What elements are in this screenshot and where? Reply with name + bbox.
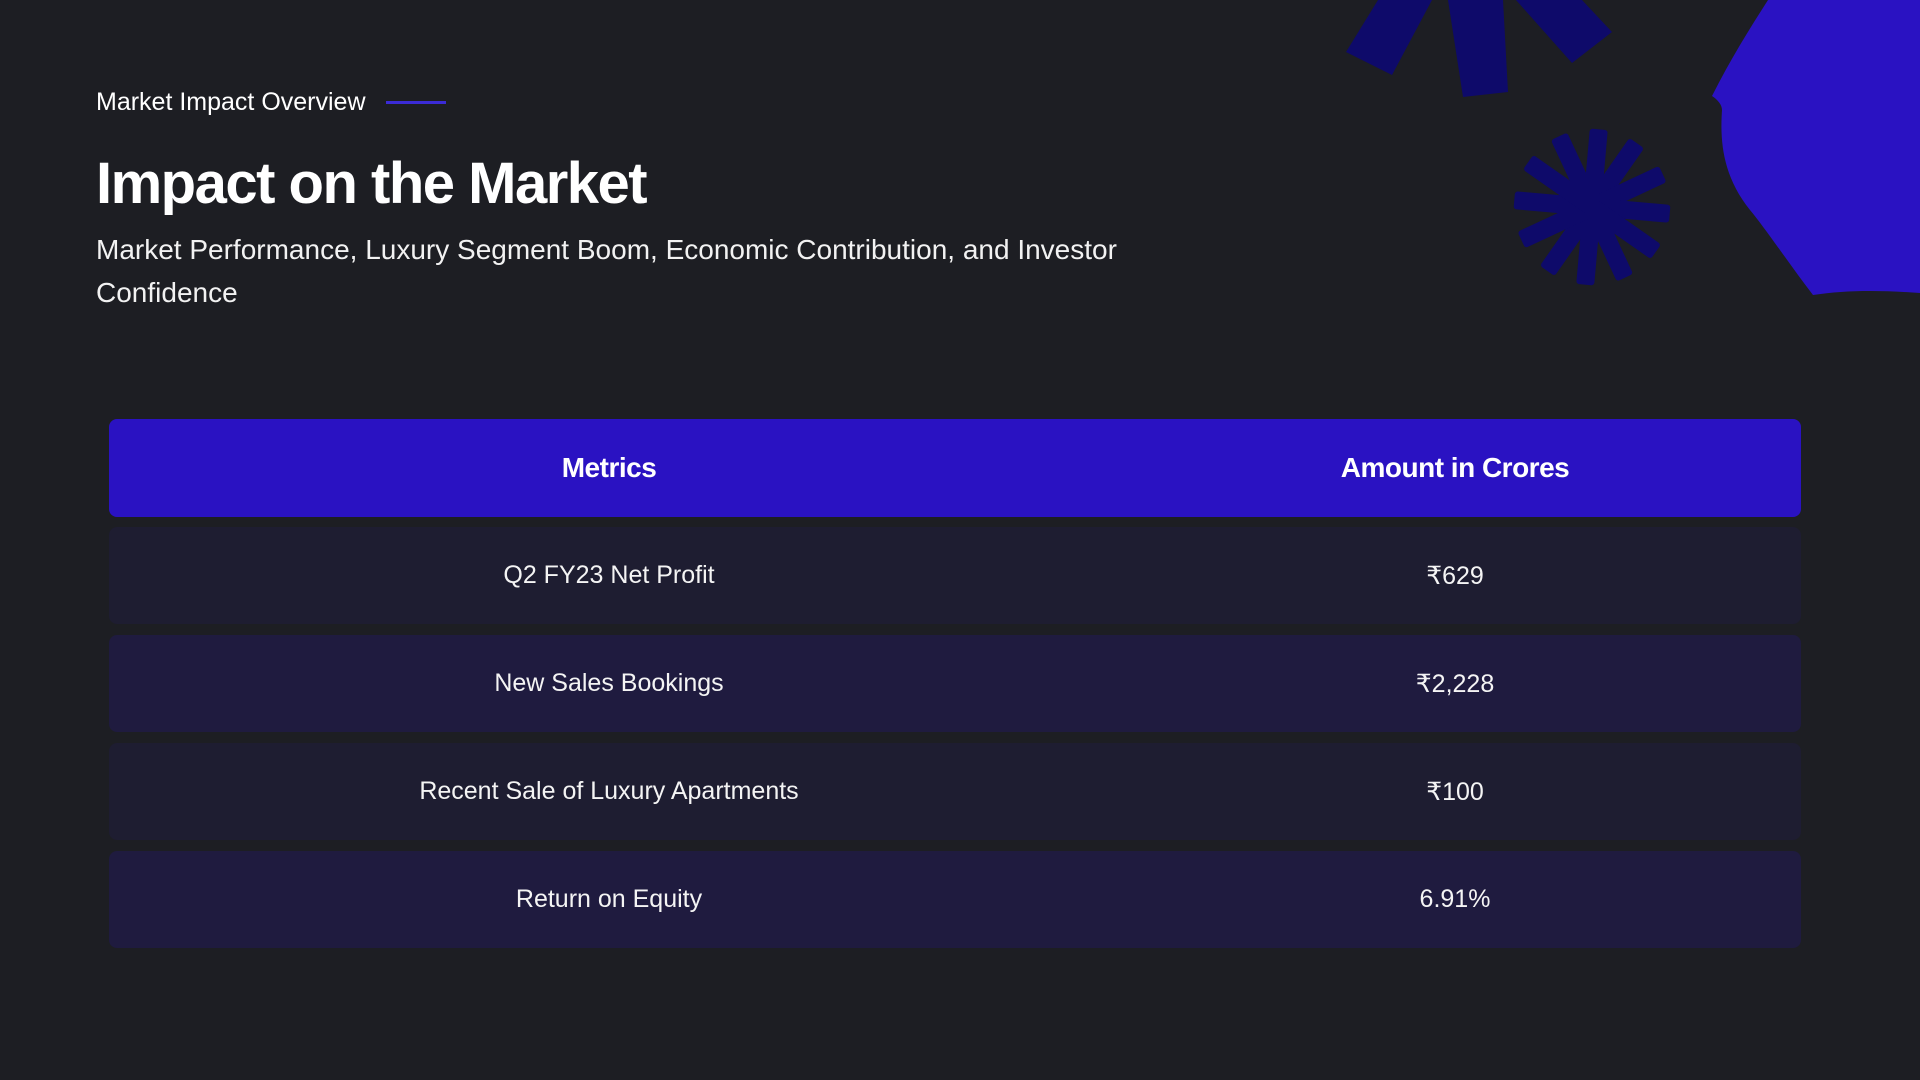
metrics-table: Metrics Amount in Crores Q2 FY23 Net Pro…: [109, 419, 1801, 959]
amount-cell: ₹629: [1426, 561, 1484, 590]
column-header-metrics: Metrics: [561, 452, 657, 483]
metric-cell: Q2 FY23 Net Profit: [503, 561, 715, 589]
page-subtitle: Market Performance, Luxury Segment Boom,…: [96, 234, 1117, 308]
page-title: Impact on the Market: [96, 151, 648, 216]
metric-cell: Recent Sale of Luxury Apartments: [419, 777, 799, 805]
asterisk-shape: [1346, 0, 1612, 97]
blob-shape: [1712, 0, 1920, 295]
eyebrow-label: Market Impact Overview: [96, 88, 366, 116]
table-row: Recent Sale of Luxury Apartments ₹100: [109, 743, 1801, 840]
table-header: Metrics Amount in Crores: [109, 419, 1801, 517]
table-row: New Sales Bookings ₹2,228: [109, 635, 1801, 732]
eyebrow-accent-line: [385, 101, 446, 104]
table-row: Q2 FY23 Net Profit ₹629: [109, 527, 1801, 624]
amount-cell: 6.91%: [1419, 885, 1491, 913]
metric-cell: Return on Equity: [515, 885, 703, 913]
amount-cell: ₹100: [1426, 777, 1484, 806]
metric-cell: New Sales Bookings: [494, 669, 724, 697]
column-header-amount: Amount in Crores: [1340, 452, 1570, 483]
amount-cell: ₹2,228: [1415, 669, 1495, 698]
table-row: Return on Equity 6.91%: [109, 851, 1801, 948]
eyebrow: Market Impact Overview: [96, 88, 446, 117]
starburst-shape: [1513, 128, 1671, 286]
